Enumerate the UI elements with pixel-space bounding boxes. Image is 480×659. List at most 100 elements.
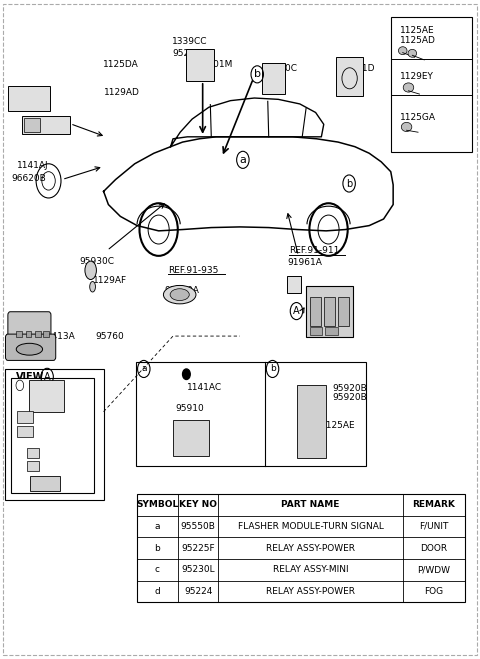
Bar	[35, 331, 41, 337]
Text: 1129AD: 1129AD	[104, 88, 140, 98]
Text: 95110A: 95110A	[164, 285, 199, 295]
Ellipse shape	[85, 261, 96, 279]
Text: F/UNIT: F/UNIT	[419, 522, 448, 531]
Text: 95930C: 95930C	[80, 256, 115, 266]
Text: b: b	[270, 364, 276, 374]
Text: 91961A: 91961A	[288, 258, 323, 267]
Text: 95225F: 95225F	[181, 544, 215, 553]
Bar	[27, 448, 39, 458]
Text: 96620B: 96620B	[11, 174, 46, 183]
Text: 95910: 95910	[176, 404, 204, 413]
Text: REF.91-935: REF.91-935	[168, 266, 218, 275]
Bar	[22, 116, 70, 134]
Bar	[324, 297, 335, 326]
Bar	[287, 276, 301, 293]
Text: 1125GA: 1125GA	[400, 113, 436, 123]
Text: a: a	[29, 386, 35, 395]
Ellipse shape	[170, 289, 189, 301]
Bar	[43, 331, 48, 337]
Text: 1125AE: 1125AE	[400, 26, 435, 35]
Text: 96820: 96820	[32, 118, 60, 127]
Text: FOG: FOG	[424, 587, 444, 596]
Text: d: d	[23, 463, 27, 469]
Bar	[17, 411, 33, 423]
Text: VIEW: VIEW	[16, 372, 44, 382]
Bar	[8, 86, 50, 111]
Bar	[11, 378, 94, 492]
Text: 95830C: 95830C	[262, 64, 297, 73]
Bar	[137, 494, 465, 602]
Bar	[310, 327, 323, 335]
Text: 1141AC: 1141AC	[187, 383, 222, 392]
Text: 95920B: 95920B	[332, 393, 367, 403]
Text: 95230L: 95230L	[181, 565, 215, 575]
Text: REMARK: REMARK	[412, 500, 455, 509]
Bar	[136, 362, 366, 466]
Ellipse shape	[403, 83, 414, 92]
Text: 95920B: 95920B	[332, 384, 367, 393]
Text: RELAY ASSY-POWER: RELAY ASSY-POWER	[266, 587, 355, 596]
Text: 95760: 95760	[96, 331, 124, 341]
Text: 1125AD: 1125AD	[400, 36, 436, 45]
Bar	[186, 49, 214, 81]
Text: SYMBOL: SYMBOL	[136, 500, 179, 509]
Text: 1125DA: 1125DA	[103, 60, 138, 69]
Text: 95401M: 95401M	[196, 60, 232, 69]
Ellipse shape	[16, 343, 43, 355]
Text: 95401D: 95401D	[339, 64, 375, 73]
Ellipse shape	[163, 285, 196, 304]
Text: d: d	[23, 450, 27, 456]
Bar	[5, 369, 104, 500]
Text: A: A	[44, 372, 50, 382]
Text: b: b	[346, 179, 352, 188]
Ellipse shape	[401, 123, 412, 132]
Text: 95224: 95224	[184, 587, 212, 596]
Bar	[25, 331, 31, 337]
Text: RELAY ASSY-MINI: RELAY ASSY-MINI	[273, 565, 348, 575]
Text: b: b	[13, 414, 17, 420]
Bar	[310, 297, 322, 326]
Text: b: b	[155, 544, 160, 553]
Text: 1129AF: 1129AF	[93, 276, 127, 285]
Text: b: b	[13, 428, 17, 434]
Text: 95413A: 95413A	[40, 331, 75, 341]
FancyBboxPatch shape	[5, 334, 56, 360]
Text: FLASHER MODULE-TURN SIGNAL: FLASHER MODULE-TURN SIGNAL	[238, 522, 384, 531]
Bar	[306, 286, 353, 337]
Bar	[27, 461, 39, 471]
Circle shape	[182, 369, 190, 380]
Text: 1125AE: 1125AE	[322, 421, 356, 430]
Bar	[391, 17, 472, 152]
Ellipse shape	[408, 49, 417, 57]
Text: b: b	[254, 69, 261, 79]
Text: REF.91-911: REF.91-911	[289, 246, 340, 255]
Bar	[30, 476, 60, 490]
Bar	[298, 386, 326, 458]
Bar	[173, 420, 209, 456]
Text: 95550B: 95550B	[180, 522, 216, 531]
Text: c: c	[155, 565, 160, 575]
Bar	[262, 63, 285, 94]
Bar	[337, 297, 349, 326]
Bar	[24, 118, 40, 132]
Text: PART NAME: PART NAME	[281, 500, 340, 509]
Text: 95800K: 95800K	[11, 88, 46, 98]
Text: KEY NO: KEY NO	[179, 500, 217, 509]
Bar	[29, 380, 64, 412]
Bar	[17, 426, 33, 438]
Text: RELAY ASSY-POWER: RELAY ASSY-POWER	[266, 544, 355, 553]
Ellipse shape	[90, 281, 96, 292]
Text: d: d	[155, 587, 160, 596]
Bar	[16, 331, 22, 337]
Text: 1339CC: 1339CC	[172, 37, 207, 46]
Text: DOOR: DOOR	[420, 544, 447, 553]
Ellipse shape	[398, 47, 407, 55]
Text: 95230R: 95230R	[172, 49, 207, 58]
Bar	[336, 57, 363, 96]
Text: A: A	[293, 306, 300, 316]
Text: 1129EY: 1129EY	[400, 72, 434, 81]
Text: P/WDW: P/WDW	[417, 565, 450, 575]
Text: a: a	[155, 522, 160, 531]
Bar	[325, 327, 337, 335]
Text: 1141AJ: 1141AJ	[17, 161, 49, 169]
